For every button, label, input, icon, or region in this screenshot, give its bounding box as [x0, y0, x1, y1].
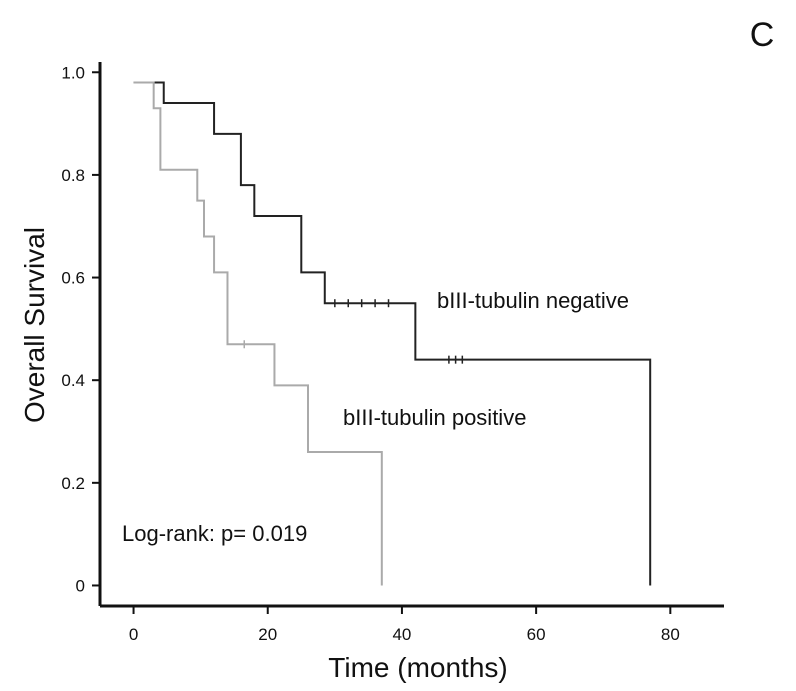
y-tick-label: 0: [76, 576, 85, 595]
y-tick-label: 0.2: [61, 474, 85, 493]
series-line-1: [133, 81, 383, 586]
series-layer: [133, 81, 652, 586]
series-line-0: [133, 81, 652, 586]
y-axis-title: Overall Survival: [19, 227, 50, 423]
y-tick-label: 1.0: [61, 63, 85, 82]
negative-series-label: bIII-tubulin negative: [437, 288, 629, 313]
plot-area: 0 20 40 60 80 0 0.2 0.4 0.6 0.8 1.0: [61, 62, 724, 644]
x-tick-label: 20: [258, 625, 277, 644]
log-rank-annotation: Log-rank: p= 0.019: [122, 521, 307, 546]
panel-label: C: [750, 16, 775, 54]
positive-series-label: bIII-tubulin positive: [343, 405, 526, 430]
y-tick-label: 0.8: [61, 166, 85, 185]
y-tick-label: 0.6: [61, 269, 85, 288]
y-tick-label: 0.4: [61, 371, 85, 390]
x-tick-label: 80: [661, 625, 680, 644]
x-axis-title: Time (months): [328, 652, 507, 683]
x-axis: 0 20 40 60 80: [100, 604, 724, 644]
x-tick-label: 60: [527, 625, 546, 644]
x-tick-label: 40: [392, 625, 411, 644]
x-tick-label: 0: [129, 625, 138, 644]
y-axis: 0 0.2 0.4 0.6 0.8 1.0: [61, 62, 102, 606]
